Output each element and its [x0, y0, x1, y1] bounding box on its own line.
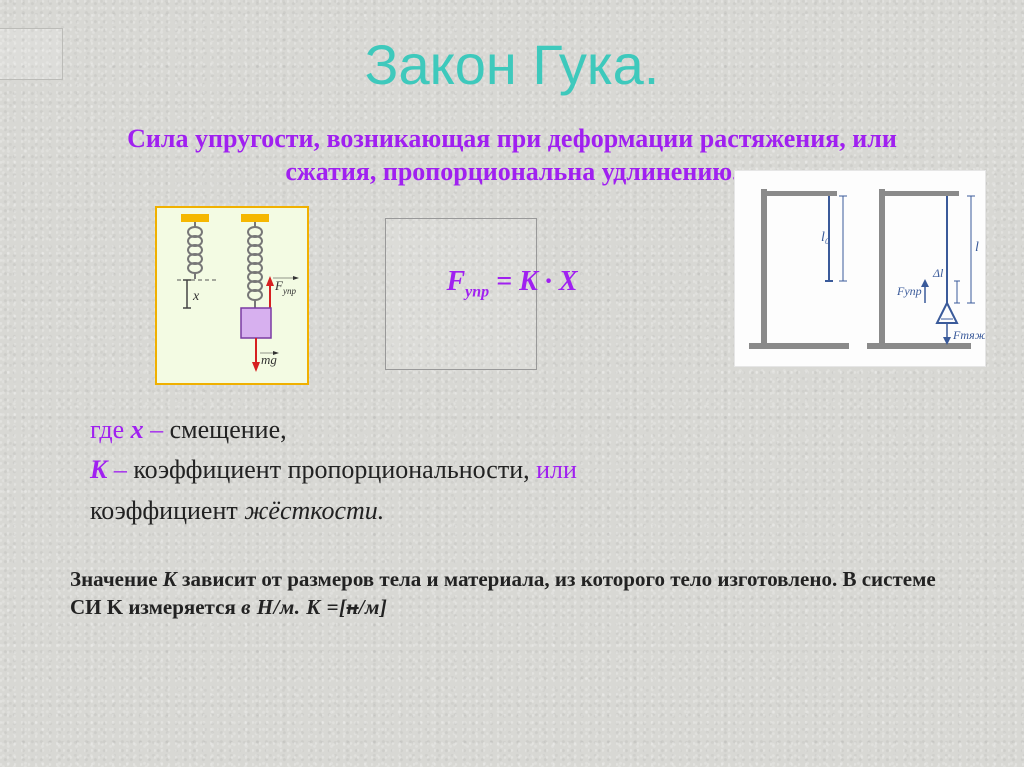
def2-dash: – — [107, 455, 133, 484]
footnote: Значение K зависит от размеров тела и ма… — [70, 565, 964, 622]
def2-tail: или — [530, 455, 577, 484]
def1-x: x — [131, 415, 144, 444]
formula-rhs: K · X — [519, 266, 577, 297]
l-label: l — [975, 240, 979, 255]
note-k: K — [163, 567, 177, 591]
definitions: где x – смещение, K – коэффициент пропор… — [90, 410, 954, 531]
def1-black: смещение, — [170, 415, 287, 444]
def3-emph: жёсткости. — [244, 496, 384, 525]
def-line-1: где x – смещение, — [90, 410, 954, 450]
note-mid: зависит от размеров тела и материала, из… — [70, 567, 936, 619]
formula-sub: упр — [465, 284, 489, 301]
figure-row: x Fупр mg Fупр = K · X — [0, 196, 1024, 396]
dl-label: Δl — [932, 266, 944, 280]
slide-title: Закон Гука. — [0, 0, 1024, 97]
stand-diagram: l₀ l Δl — [734, 170, 986, 367]
fupr2-label: Fупр — [896, 284, 922, 298]
formula-lhs: F — [446, 266, 465, 297]
def1-pre: где — [90, 415, 131, 444]
def2-k: K — [90, 455, 107, 484]
def-line-2: K – коэффициент пропорциональности, или — [90, 450, 954, 490]
formula-eq: = — [489, 266, 519, 297]
l0-label: l₀ — [821, 230, 830, 245]
def2-black: коэффициент пропорциональности, — [133, 455, 529, 484]
note-unit-phrase: в Н/м. K =[ — [241, 595, 346, 619]
note-pre: Значение — [70, 567, 163, 591]
def1-dash: – — [144, 415, 170, 444]
corner-decor — [0, 28, 63, 80]
ftyazh-label: Fтяж — [952, 328, 985, 342]
slide: Закон Гука. Сила упругости, возникающая … — [0, 0, 1024, 767]
note-unit-tail: /м] — [359, 595, 388, 619]
def3-black: коэффициент — [90, 496, 244, 525]
note-unit-strike: н — [346, 595, 358, 619]
def-line-3: коэффициент жёсткости. — [90, 491, 954, 531]
